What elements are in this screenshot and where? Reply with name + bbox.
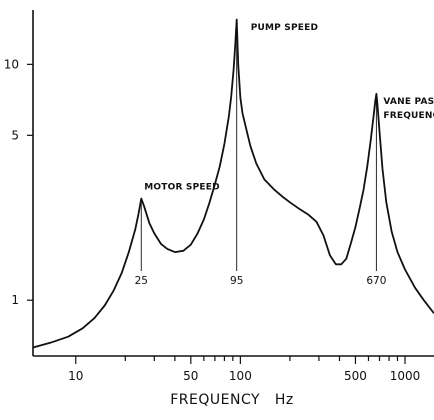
peak-labels: 25 MOTOR SPEED 95 PUMP SPEED 670 VANE PASS FRE… <box>135 23 434 287</box>
spectrum-curve <box>32 18 434 349</box>
y-tick-label: 10 <box>4 57 19 71</box>
y-tick-label: 5 <box>11 128 19 142</box>
peak-value-label: 670 <box>366 275 386 287</box>
y-tick-label: 1 <box>11 293 19 307</box>
x-tick-label: 100 <box>229 369 252 383</box>
peak-name-label: MOTOR SPEED <box>144 182 220 192</box>
x-tick-label: 500 <box>344 369 367 383</box>
x-tick-label: 1000 <box>390 369 421 383</box>
x-axis-ticks: 10 50 100 500 1000 <box>68 356 420 383</box>
peak-value-label: 95 <box>230 275 243 287</box>
peak-name-label: FREQUENCY <box>383 111 434 121</box>
peak-value-label: 25 <box>135 275 148 287</box>
peak-name-label: PUMP SPEED <box>251 23 318 33</box>
x-axis-title: FREQUENCY Hz <box>170 392 294 408</box>
x-tick-label: 50 <box>183 369 198 383</box>
peak-name-label: VANE PASS <box>383 97 434 107</box>
x-tick-label: 10 <box>68 369 83 383</box>
peak-markers <box>140 23 377 271</box>
